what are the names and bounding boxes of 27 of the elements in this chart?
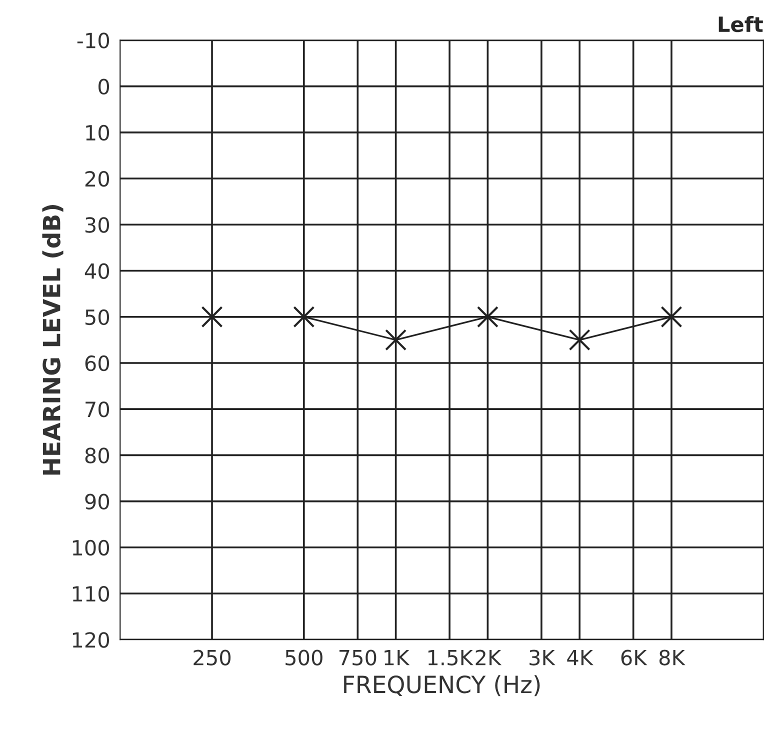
- y-tick-label: 10: [86, 124, 110, 141]
- y-tick-label: 40: [84, 263, 110, 279]
- x-tick-label: 500: [286, 650, 322, 666]
- x-tick-label: 4K: [567, 650, 594, 666]
- x-tick-label: 8K: [659, 650, 686, 666]
- x-tick-label: 1.5K: [428, 650, 474, 666]
- y-tick-label: 70: [86, 402, 110, 418]
- x-tick-label: 2K: [476, 650, 502, 666]
- y-tick-label: 90: [85, 494, 110, 510]
- y-tick-label: 120: [72, 632, 110, 648]
- x-tick-label: 3K: [530, 650, 556, 666]
- y-tick-label: -10: [77, 32, 110, 48]
- x-tick-label: 750: [339, 650, 376, 666]
- y-tick-label: 20: [85, 170, 110, 187]
- y-axis-title: HEARING LEVEL (dB): [42, 205, 64, 475]
- y-tick-label: 80: [85, 448, 110, 464]
- y-tick-label: 50: [86, 309, 110, 326]
- y-tick-label: 110: [72, 586, 110, 602]
- y-tick-label: 100: [72, 540, 110, 556]
- x-tick-label: 250: [194, 650, 231, 666]
- x-tick-label: 6K: [621, 650, 648, 666]
- x-axis-title: FREQUENCY (Hz): [344, 675, 540, 696]
- y-tick-label: 30: [85, 217, 110, 233]
- x-tick-label: 1K: [384, 650, 410, 666]
- y-tick-label: 60: [85, 355, 110, 372]
- y-tick-label: 0: [98, 78, 110, 95]
- chart-title: Left: [718, 16, 763, 32]
